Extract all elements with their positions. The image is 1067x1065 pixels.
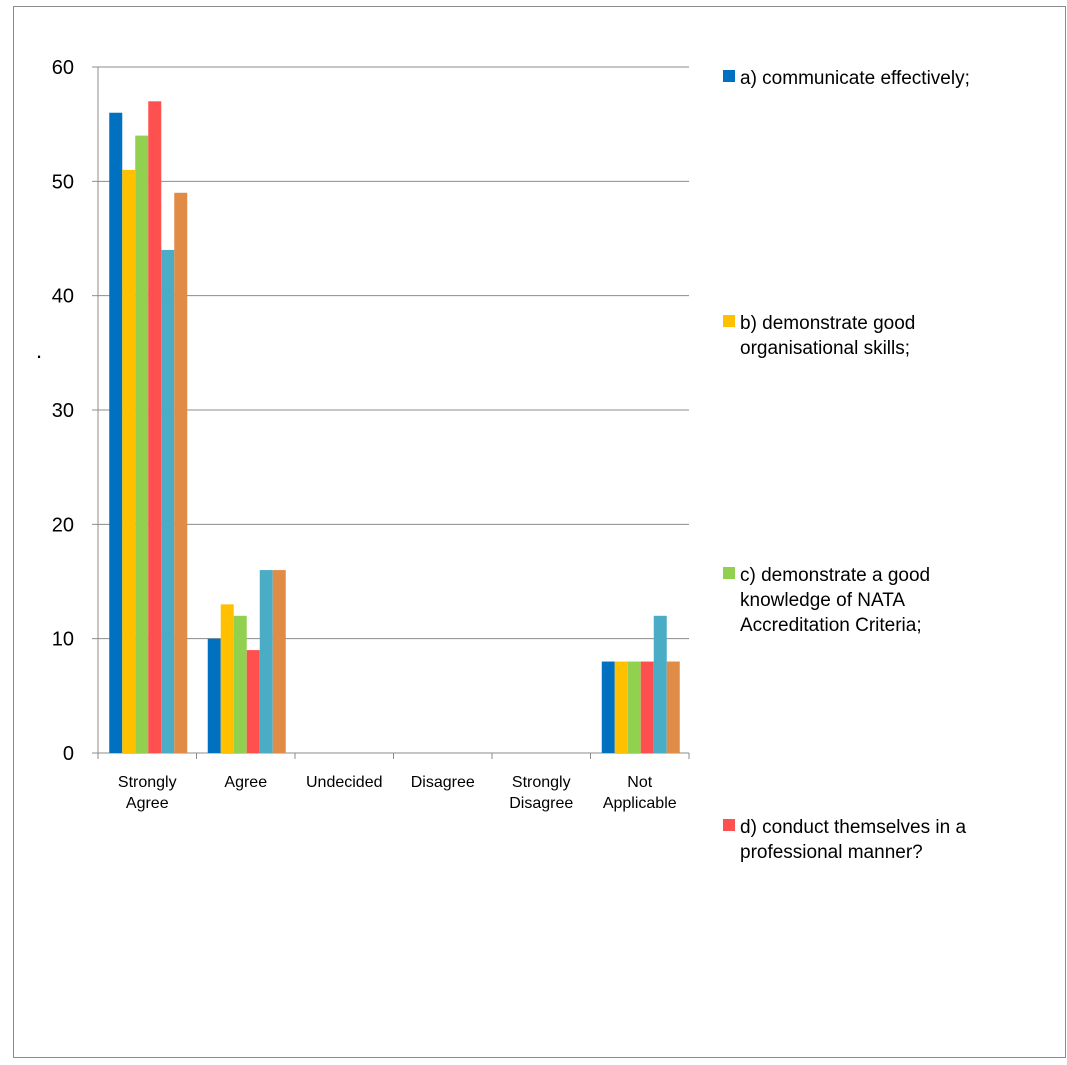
- legend-label: b) demonstrate good: [740, 313, 915, 334]
- y-tick-label: 60: [52, 57, 74, 79]
- x-tick-label: Agree: [224, 774, 267, 791]
- legend-swatch: [723, 819, 735, 831]
- y-tick-label: 20: [52, 514, 74, 536]
- bar: [614, 661, 628, 753]
- legend-swatch: [723, 567, 735, 579]
- legend-swatch: [723, 315, 735, 327]
- x-tick-label: Undecided: [306, 774, 383, 791]
- x-tick-label: Disagree: [411, 774, 475, 791]
- bar: [207, 638, 221, 753]
- y-axis-label: .: [36, 338, 43, 363]
- legend-label: a) communicate effectively;: [740, 68, 970, 89]
- y-tick-label: 50: [52, 171, 74, 193]
- legend-swatch: [723, 70, 735, 82]
- bar: [174, 192, 188, 753]
- bar: [246, 650, 260, 753]
- y-tick-label: 0: [63, 743, 74, 765]
- x-tick-label: Strongly: [118, 774, 177, 791]
- y-tick-label: 10: [52, 629, 74, 651]
- x-tick-label: Disagree: [509, 795, 573, 812]
- bar: [666, 661, 680, 753]
- x-tick-label: Applicable: [603, 795, 677, 812]
- bar: [259, 570, 273, 753]
- y-tick-label: 30: [52, 400, 74, 422]
- bar: [220, 604, 234, 753]
- bar: [653, 615, 667, 753]
- legend-label: professional manner?: [740, 842, 923, 863]
- bar: [109, 112, 123, 753]
- legend-label: knowledge of NATA: [740, 590, 905, 611]
- x-tick-label: Not: [627, 774, 652, 791]
- legend-label: organisational skills;: [740, 338, 910, 359]
- legend-label: d) conduct themselves in a: [740, 817, 966, 838]
- bar: [272, 570, 286, 753]
- x-tick-label: Agree: [126, 795, 169, 812]
- y-tick-label: 40: [52, 286, 74, 308]
- legend-label: c) demonstrate a good: [740, 565, 930, 586]
- bar: [233, 615, 247, 753]
- x-tick-label: Strongly: [512, 774, 571, 791]
- bar: [627, 661, 641, 753]
- bar: [601, 661, 615, 753]
- bar: [148, 101, 162, 754]
- bar: [122, 169, 136, 753]
- bar: [640, 661, 654, 753]
- legend-label: Accreditation Criteria;: [740, 615, 922, 636]
- bar: [135, 135, 149, 754]
- bar: [161, 249, 175, 753]
